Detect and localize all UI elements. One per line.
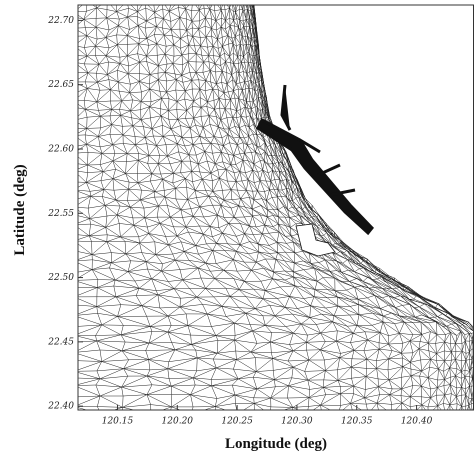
y-axis-label: Latitude (deg) <box>12 164 28 255</box>
x-axis-label: Longitude (deg) <box>225 436 327 452</box>
x-tick-label: 120.35 <box>341 417 373 427</box>
y-tick-label: 22.60 <box>47 145 74 155</box>
x-tick-label: 120.15 <box>102 417 134 427</box>
y-tick-label: 22.45 <box>47 337 74 347</box>
y-tick-label: 22.50 <box>47 273 74 283</box>
mesh-lines <box>78 5 474 410</box>
mesh <box>78 5 474 410</box>
x-tick-label: 120.40 <box>401 417 433 427</box>
x-tick-label: 120.20 <box>162 417 194 427</box>
harbor <box>256 84 374 236</box>
y-tick-label: 22.70 <box>47 16 74 26</box>
y-tick-label: 22.40 <box>47 402 74 412</box>
x-tick-label: 120.25 <box>221 417 253 427</box>
reclaimed-land <box>295 223 336 257</box>
y-tick-label: 22.55 <box>47 209 74 219</box>
x-tick-label: 120.30 <box>281 417 313 427</box>
y-tick-label: 22.65 <box>47 80 74 90</box>
